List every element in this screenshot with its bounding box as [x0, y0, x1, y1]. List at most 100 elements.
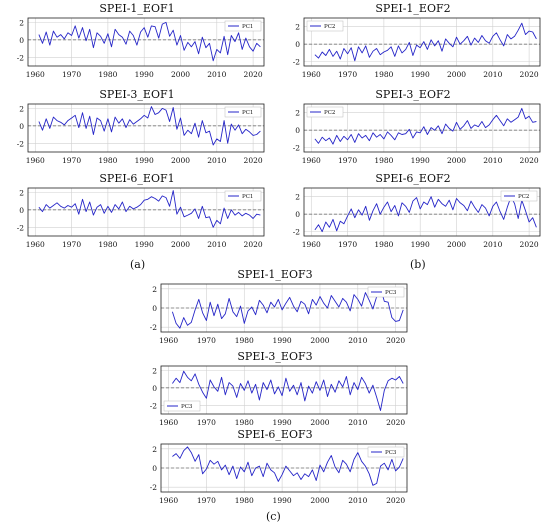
x-tick-label: 1980: [235, 336, 254, 345]
legend-label: PC3: [385, 450, 397, 456]
x-tick-label: 1980: [98, 240, 117, 249]
legend: PC3: [367, 446, 405, 458]
legend-box: [163, 400, 201, 412]
series-line-pc3: [171, 287, 404, 329]
x-tick-label: 1960: [26, 70, 45, 79]
chart-title: SPEI-1_EOF3: [237, 268, 313, 281]
x-tick-label: 1960: [159, 418, 178, 427]
x-tick-label: 2000: [447, 156, 466, 165]
x-tick-label: 2000: [310, 336, 329, 345]
x-tick-label: 2000: [310, 496, 329, 505]
x-tick-label: 1990: [411, 70, 430, 79]
y-tick-label: -2: [293, 144, 301, 153]
y-tick-label: 0: [295, 126, 300, 135]
x-tick-label: 1970: [338, 70, 357, 79]
x-tick-label: 1980: [235, 496, 254, 505]
y-tick-label: 0: [19, 206, 24, 215]
x-tick-label: 1990: [411, 156, 430, 165]
y-tick-label: 0: [295, 40, 300, 49]
x-tick-label: 1990: [273, 418, 292, 427]
y-tick-label: -2: [293, 58, 301, 67]
x-tick-label: 1970: [338, 240, 357, 249]
x-tick-label: 2000: [310, 418, 329, 427]
legend-box: [306, 106, 344, 118]
plot-frame: [160, 365, 408, 415]
y-tick-label: 2: [19, 104, 24, 113]
x-tick-label: 2020: [520, 70, 539, 79]
series-line-pc1: [38, 190, 261, 228]
legend-label: PC1: [242, 24, 253, 30]
chart-spei1-eof2: SPEI-1_EOF2 1960 1970 1980 1990 2000 2010 2020 2…: [280, 2, 546, 82]
legend-box: [306, 20, 344, 32]
series-line-pc2: [314, 107, 537, 145]
x-tick-label: 2010: [348, 336, 367, 345]
chart-title: SPEI-6_EOF2: [375, 172, 451, 185]
x-tick-label: 1980: [374, 240, 393, 249]
chart-title: SPEI-6_EOF3: [237, 428, 313, 441]
plot-frame: [160, 283, 408, 333]
panel-label-c: (c): [266, 510, 281, 523]
x-tick-label: 2010: [483, 70, 502, 79]
y-tick-label: 2: [295, 109, 300, 118]
chart-spei6-eof3: SPEI-6_EOF3 1960 1970 1980 1990 2000 2010 2020 2…: [137, 428, 413, 508]
x-tick-label: 2010: [348, 418, 367, 427]
x-tick-label: 2020: [244, 156, 263, 165]
x-tick-label: 2020: [386, 418, 405, 427]
legend: PC1: [224, 20, 262, 32]
chart-title: SPEI-6_EOF1: [99, 172, 175, 185]
x-tick-label: 1980: [374, 70, 393, 79]
x-tick-label: 2010: [207, 240, 226, 249]
x-tick-label: 1960: [302, 70, 321, 79]
x-tick-label: 1990: [135, 156, 154, 165]
x-tick-label: 1970: [197, 336, 216, 345]
legend: PC3: [163, 400, 201, 412]
x-tick-label: 2020: [520, 240, 539, 249]
y-tick-label: -2: [17, 223, 25, 232]
y-tick-label: 2: [152, 285, 157, 294]
x-tick-label: 1960: [159, 496, 178, 505]
legend-box: [367, 286, 405, 298]
legend-label: PC3: [385, 290, 397, 296]
x-tick-label: 1970: [197, 496, 216, 505]
chart-title: SPEI-3_EOF1: [99, 88, 175, 101]
x-tick-label: 2010: [483, 240, 502, 249]
x-tick-label: 1960: [302, 240, 321, 249]
x-tick-label: 1960: [159, 336, 178, 345]
y-tick-label: -2: [150, 483, 158, 492]
y-tick-label: -2: [17, 53, 25, 62]
x-tick-label: 2010: [483, 156, 502, 165]
series-line-pc3: [172, 446, 404, 486]
x-tick-label: 1960: [26, 240, 45, 249]
y-tick-label: 0: [152, 384, 157, 393]
x-tick-label: 2000: [171, 156, 190, 165]
y-tick-label: 0: [19, 36, 24, 45]
plot-frame: [303, 103, 541, 153]
y-tick-label: -2: [150, 323, 158, 332]
y-tick-label: 0: [19, 122, 24, 131]
chart-title: SPEI-1_EOF1: [99, 2, 175, 15]
legend: PC3: [367, 286, 405, 298]
x-tick-label: 1980: [235, 418, 254, 427]
x-tick-label: 2010: [207, 156, 226, 165]
panel-label-b: (b): [410, 258, 426, 271]
chart-title: SPEI-3_EOF3: [237, 350, 313, 363]
y-tick-label: 2: [19, 18, 24, 27]
y-tick-label: 2: [19, 188, 24, 197]
x-tick-label: 1970: [62, 70, 81, 79]
y-tick-label: 0: [295, 210, 300, 219]
x-tick-label: 2000: [447, 240, 466, 249]
legend: PC1: [224, 106, 262, 118]
plot-frame: [160, 443, 408, 493]
series-line-pc2: [314, 22, 537, 62]
chart-spei1-eof1: SPEI-1_EOF1 1960 1970 1980 1990 2000 2010 2020 2…: [4, 2, 270, 82]
chart-spei6-eof1: SPEI-6_EOF1 1960 1970 1980 1990 2000 2010 2020 2…: [4, 172, 270, 252]
plot-frame: [303, 187, 541, 237]
legend: PC2: [500, 190, 538, 202]
chart-spei3-eof3: SPEI-3_EOF3 1960 1970 1980 1990 2000 2010 2020 2…: [137, 350, 413, 430]
